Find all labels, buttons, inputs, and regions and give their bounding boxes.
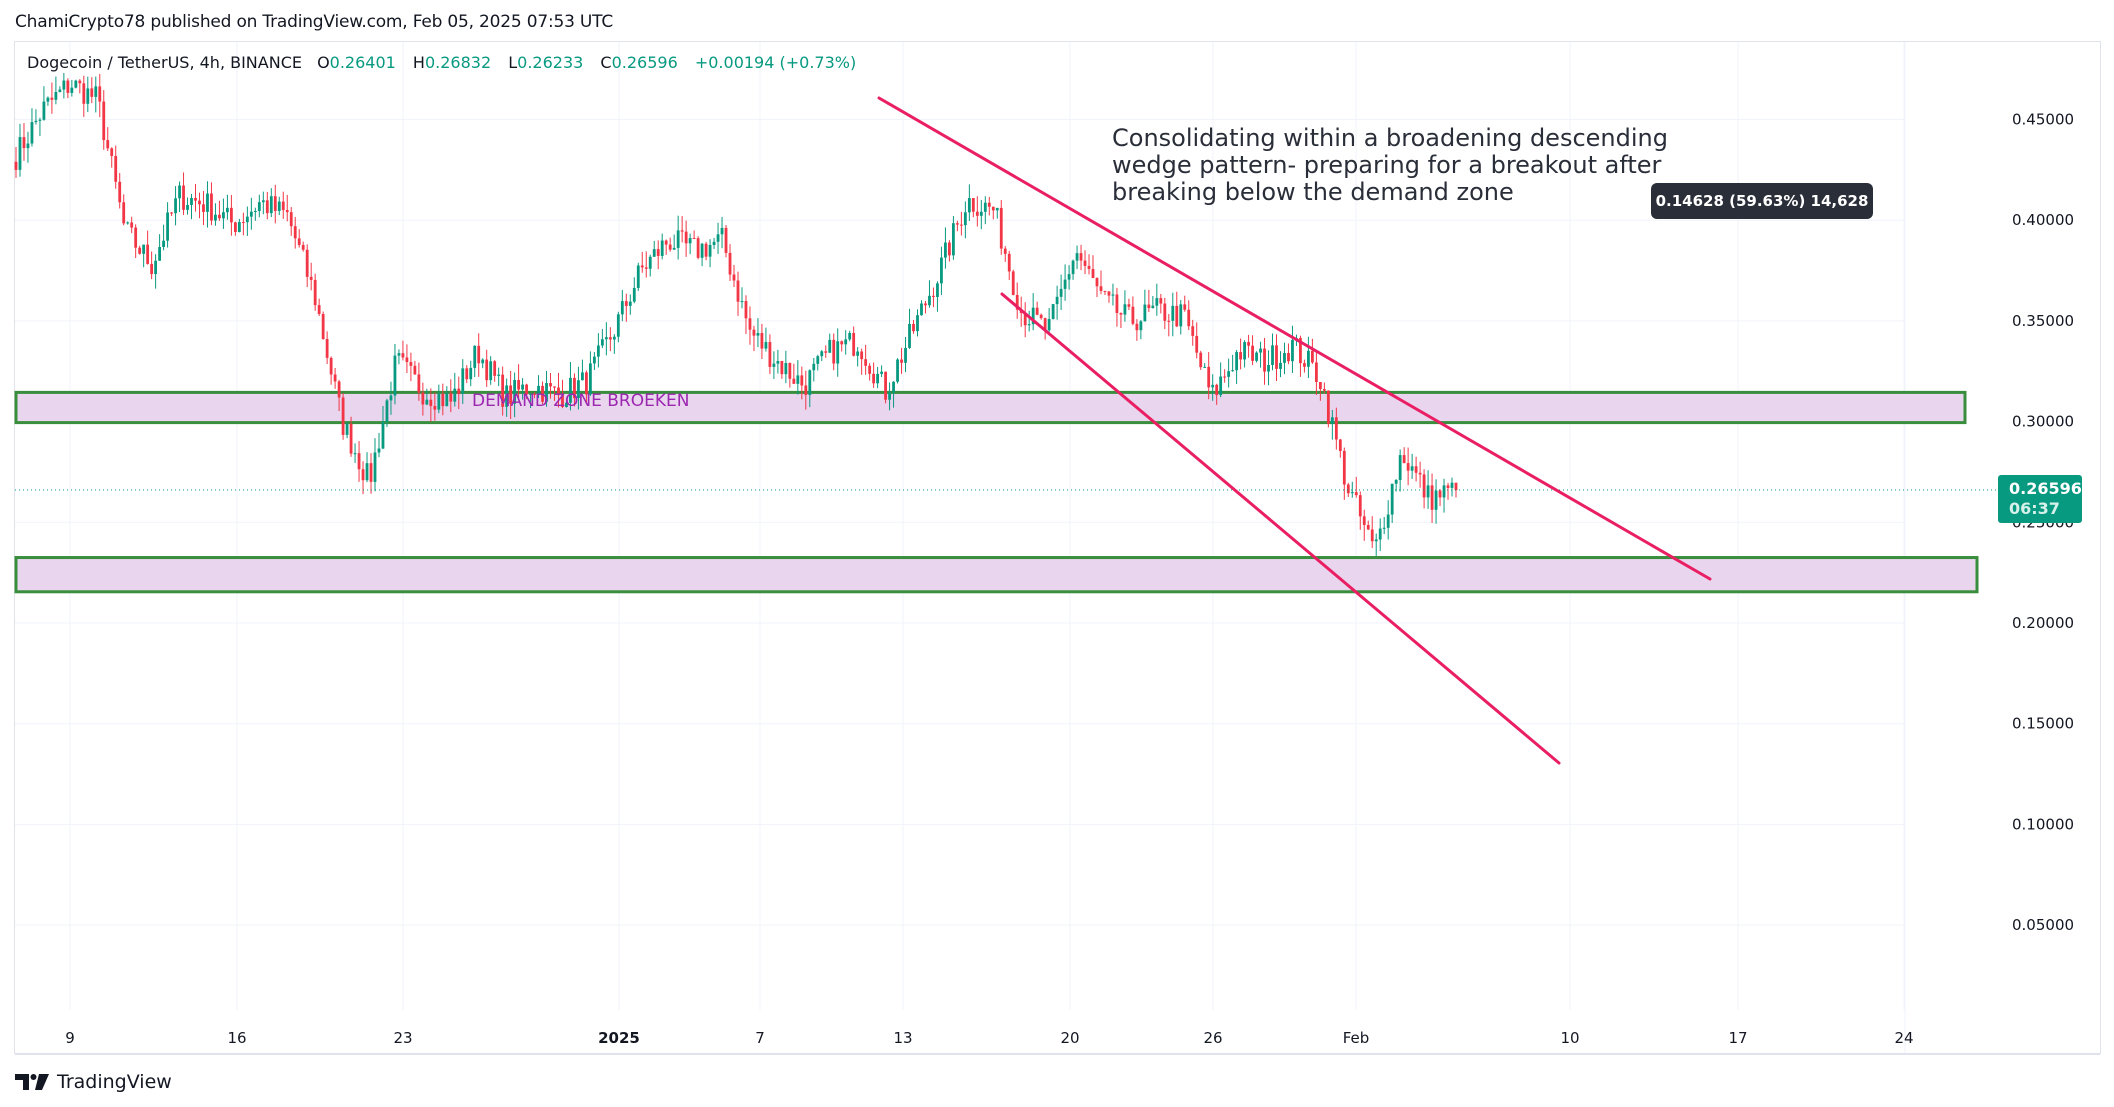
- last-price-value: 0.26596: [2009, 479, 2082, 498]
- measure-label[interactable]: 0.14628 (59.63%) 14,628: [1651, 183, 1873, 219]
- time-axis: 9 16 23 2025 7 13 20 26 Feb 10 17 24: [65, 1029, 1913, 1047]
- time-axis-label: 13: [893, 1029, 912, 1047]
- low-value: 0.26233: [517, 53, 584, 72]
- time-axis-label: 9: [65, 1029, 75, 1047]
- wedge-upper-trendline: [877, 96, 1712, 581]
- high-value: 0.26832: [424, 53, 492, 72]
- time-axis-label: 17: [1728, 1029, 1747, 1047]
- tradingview-logo[interactable]: TradingView: [15, 1071, 172, 1093]
- chart-grid: [15, 42, 1906, 1054]
- candlestick-series: [14, 72, 1458, 556]
- price-axis-label: 0.20000: [2012, 614, 2074, 632]
- price-axis-label: 0.05000: [2012, 916, 2074, 934]
- time-axis-label: 7: [755, 1029, 765, 1047]
- bar-countdown: 06:37: [2009, 499, 2060, 518]
- low-key: L: [508, 53, 518, 72]
- close-key: C: [600, 53, 612, 72]
- change-value: +0.00194 (+0.73%): [694, 53, 857, 72]
- symbol-name[interactable]: Dogecoin / TetherUS, 4h, BINANCE: [27, 53, 302, 72]
- price-axis-label: 0.10000: [2012, 815, 2074, 833]
- close-value: 0.26596: [611, 53, 678, 72]
- price-axis-label: 0.45000: [2012, 111, 2074, 129]
- price-axis-label: 0.30000: [2012, 413, 2074, 431]
- demand-zone-lower: [14, 556, 1979, 594]
- price-axis-label: 0.35000: [2012, 312, 2074, 330]
- wedge-trendlines: [877, 96, 1712, 765]
- last-price-tag: 0.26596 06:37: [1998, 475, 2082, 523]
- time-axis-label: 23: [393, 1029, 412, 1047]
- tradingview-wordmark: TradingView: [57, 1071, 172, 1093]
- analysis-note[interactable]: Consolidating within a broadening descen…: [1112, 124, 1668, 206]
- tradingview-logo-icon: [15, 1074, 49, 1090]
- time-axis-label: 16: [227, 1029, 246, 1047]
- time-axis-label: Feb: [1343, 1029, 1370, 1047]
- price-axis-label: 0.40000: [2012, 211, 2074, 229]
- price-axis-label: 0.15000: [2012, 715, 2074, 733]
- time-axis-label: 10: [1560, 1029, 1579, 1047]
- demand-zones: [14, 390, 1979, 594]
- demand-zone-upper: [14, 390, 1967, 425]
- demand-zone-label[interactable]: DEMAND ZONE BROEKEN: [472, 391, 690, 411]
- time-axis-label: 26: [1203, 1029, 1222, 1047]
- symbol-legend[interactable]: Dogecoin / TetherUS, 4h, BINANCE O0.2640…: [27, 53, 856, 72]
- time-axis-label: 2025: [598, 1029, 640, 1047]
- time-axis-label: 24: [1894, 1029, 1913, 1047]
- open-value: 0.26401: [329, 53, 396, 72]
- price-axis: 0.450000.400000.350000.300000.250000.200…: [2012, 111, 2074, 935]
- publish-info: ChamiCrypto78 published on TradingView.c…: [15, 12, 614, 32]
- open-key: O: [317, 53, 330, 72]
- time-axis-label: 20: [1060, 1029, 1079, 1047]
- wedge-lower-trendline: [1000, 292, 1561, 765]
- high-key: H: [412, 53, 425, 72]
